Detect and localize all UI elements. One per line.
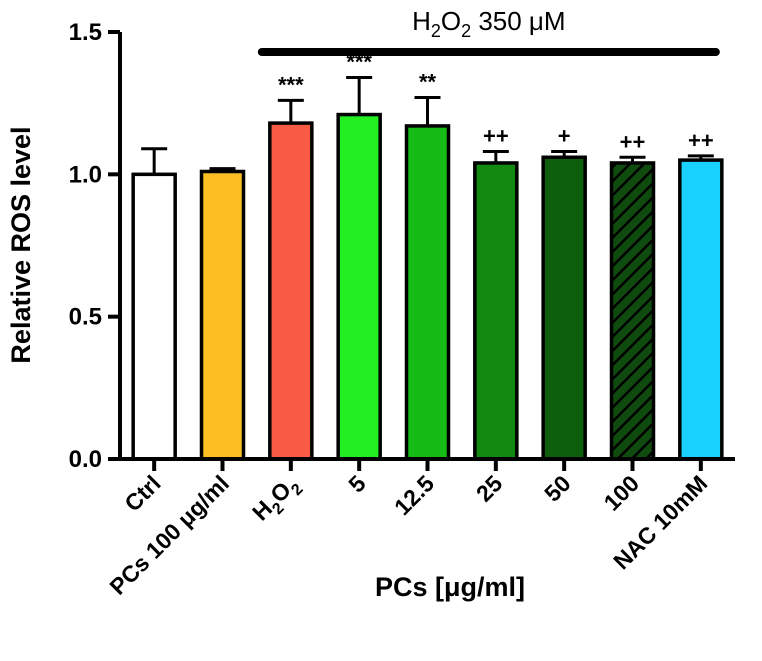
x-tick-label: Ctrl (119, 470, 165, 516)
significance-label: *** (278, 72, 304, 97)
x-tick-label: 100 (599, 470, 645, 516)
x-tick-label: H2O2 (247, 470, 307, 530)
bar (678, 158, 724, 461)
x-tick-label: 5 (343, 470, 371, 498)
x-tick-label: 25 (471, 470, 508, 507)
x-axis-title: PCs [μg/ml] (375, 572, 525, 602)
bar (131, 172, 177, 461)
bar (404, 124, 451, 461)
treatment-bracket-label: H2O2 350 μM (412, 6, 566, 41)
significance-label: ++ (483, 124, 509, 149)
x-tick-label: 50 (539, 470, 575, 506)
bar (541, 155, 587, 461)
bar (609, 161, 656, 461)
bar (473, 161, 519, 461)
bar (336, 112, 382, 461)
significance-label: ++ (620, 129, 646, 154)
x-tick-label: PCs 100 μg/ml (104, 470, 234, 600)
y-tick-label: 0.5 (69, 304, 102, 331)
y-tick-label: 1.0 (69, 161, 102, 188)
y-axis-title: Relative ROS level (6, 126, 36, 363)
significance-label: ** (419, 69, 437, 94)
significance-label: ++ (688, 128, 714, 153)
y-tick-label: 0.0 (69, 446, 102, 473)
x-tick-label: 12.5 (389, 470, 439, 520)
bar (268, 121, 314, 461)
bar (199, 169, 246, 461)
y-tick-label: 1.5 (69, 19, 102, 46)
significance-label: + (558, 124, 571, 149)
